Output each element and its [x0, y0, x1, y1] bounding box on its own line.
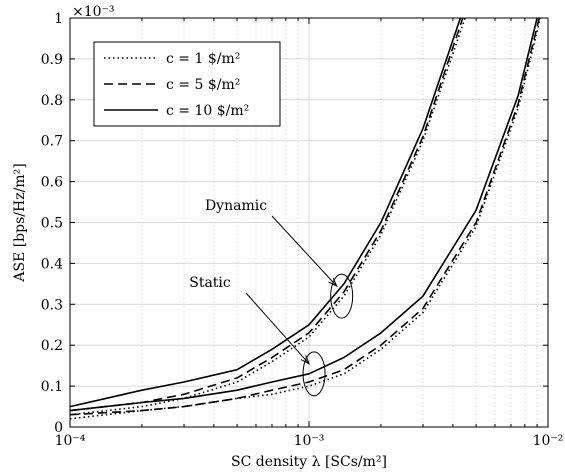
series-line-dynamic-solid — [69, 17, 462, 408]
y-tick-label: 1 — [54, 11, 63, 27]
y-tick-label: 0.8 — [41, 93, 63, 109]
annotation-ellipse — [330, 273, 354, 319]
legend: c = 1 $/m² c = 5 $/m² c = 10 $/m² — [93, 41, 281, 127]
x-axis-label: SC density λ [SCs/m²] — [231, 454, 387, 470]
series-line-static-dashed — [69, 17, 541, 416]
y-tick-label: 0.4 — [41, 256, 63, 272]
y-tick-label: 0.9 — [41, 52, 63, 68]
series-line-static-dotted — [69, 17, 542, 420]
y-tick-label: 0.1 — [41, 379, 63, 395]
annotation-layer: Dynamic Static — [189, 198, 354, 397]
y-tick-label: 0.6 — [41, 175, 63, 191]
tick-layer: 0 0.1 0.2 0.3 0.4 0.5 0.6 0.7 0.8 0.9 1 10⁻⁴ 10⁻³ 10⁻… — [41, 11, 564, 449]
y-tick-label: 0.2 — [41, 338, 63, 354]
annotation-arrow — [245, 292, 310, 365]
annotation-ellipse — [302, 351, 326, 397]
annotation-arrowhead — [300, 355, 311, 365]
x-tick-label: 10⁻³ — [294, 433, 325, 449]
legend-entry-label: c = 1 $/m² — [166, 51, 240, 67]
y-multiplier-label: ×10⁻³ — [72, 4, 115, 20]
legend-entry-label: c = 5 $/m² — [166, 77, 240, 93]
y-axis-label: ASE [bps/Hz/m²] — [12, 163, 28, 282]
y-tick-label: 0.5 — [41, 216, 63, 232]
annotation-label: Static — [189, 275, 231, 291]
legend-entry-label: c = 10 $/m² — [166, 103, 249, 119]
y-tick-label: 0.3 — [41, 297, 63, 313]
series-line-dynamic-dotted — [69, 17, 466, 416]
x-tick-label: 10⁻² — [533, 433, 564, 449]
y-tick-label: 0 — [54, 420, 63, 436]
series-layer — [69, 17, 542, 420]
annotation-arrow — [271, 215, 338, 287]
x-tick-label: 10⁻⁴ — [55, 433, 86, 449]
annotation-arrowhead — [328, 277, 338, 288]
annotation-label: Dynamic — [205, 198, 267, 214]
y-tick-label: 0.7 — [41, 134, 63, 150]
series-line-static-solid — [69, 17, 538, 412]
